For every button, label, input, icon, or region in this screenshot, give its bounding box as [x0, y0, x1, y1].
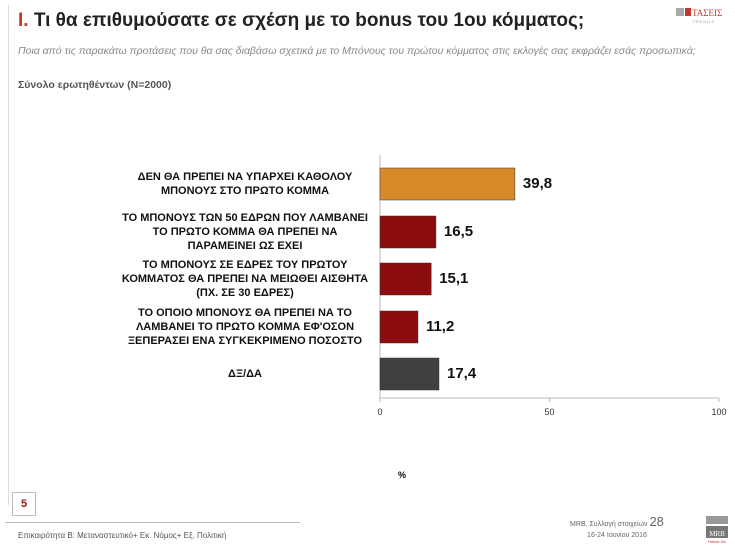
- footer-divider: [5, 522, 300, 523]
- svg-text:MRB: MRB: [709, 530, 725, 538]
- slide-title: I. Τι θα επιθυμούσατε σε σχέση με το bon…: [18, 10, 584, 32]
- x-tick-label: 0: [377, 407, 383, 417]
- question-text: Ποια από τις παρακάτω προτάσεις που θα σ…: [18, 45, 696, 57]
- page-number: 5: [12, 492, 36, 516]
- category-label: ΔΞ/ΔΑ: [228, 368, 262, 380]
- category-label: ΤΟ ΟΠΟΙΟ ΜΠΟΝΟΥΣ ΘΑ ΠΡΕΠΕΙ ΝΑ ΤΟ ΛΑΜΒΑΝΕ…: [127, 307, 363, 347]
- value-label: 39,8: [522, 175, 553, 192]
- svg-text:T R E N D S: T R E N D S: [692, 19, 714, 24]
- footer-topic: Επικαιρότητα Β: Μεταναστευτικό+ Εκ. Νόμο…: [18, 531, 227, 540]
- svg-text:Hellas SA: Hellas SA: [708, 539, 726, 544]
- sample-base: Σύνολο ερωτηθέντων (N=2000): [18, 79, 172, 91]
- x-tick-label: 100: [711, 407, 727, 417]
- bar: [379, 167, 516, 201]
- taseis-logo: ΤΑΣΕΙΣ T R E N D S: [676, 8, 722, 24]
- bar: [379, 215, 437, 249]
- source-text: MRB, Συλλογή στοιχείων: [570, 521, 648, 528]
- fieldwork-dates: 16-24 Ιουνίου 2016: [587, 532, 647, 539]
- footer-source: MRB, Συλλογή στοιχείων 28 16-24 Ιουνίου …: [570, 514, 664, 541]
- x-axis-label: %: [398, 470, 407, 480]
- bar: [379, 262, 432, 296]
- bar: [379, 357, 440, 391]
- value-label: 15,1: [439, 270, 469, 287]
- category-label: ΤΟ ΜΠΟΝΟΥΣ ΤΩΝ 50 ΕΔΡΩΝ ΠΟΥ ΛΑΜΒΑΝΕΙ ΤΟ …: [122, 212, 368, 252]
- category-label: ΔΕΝ ΘΑ ΠΡΕΠΕΙ ΝΑ ΥΠΑΡΧΕΙ ΚΑΘΟΛΟΥ ΜΠΟΝΟΥΣ…: [137, 171, 353, 197]
- slide-border: [8, 5, 9, 505]
- category-label: ΤΟ ΜΠΟΝΟΥΣ ΣΕ ΕΔΡΕΣ ΤΟΥ ΠΡΩΤΟΥ ΚΟΜΜΑΤΟΣ …: [121, 259, 369, 299]
- value-label: 11,2: [425, 318, 455, 335]
- mrb-logo: MRB Hellas SA: [706, 516, 728, 544]
- title-number: I.: [18, 10, 29, 31]
- title-text: Τι θα επιθυμούσατε σε σχέση με το bonus …: [28, 10, 585, 31]
- x-tick-label: 50: [544, 407, 555, 417]
- bar: [379, 310, 419, 344]
- svg-text:ΤΑΣΕΙΣ: ΤΑΣΕΙΣ: [692, 8, 722, 18]
- value-label: 16,5: [443, 223, 474, 240]
- source-number: 28: [649, 514, 664, 529]
- value-label: 17,4: [446, 365, 477, 382]
